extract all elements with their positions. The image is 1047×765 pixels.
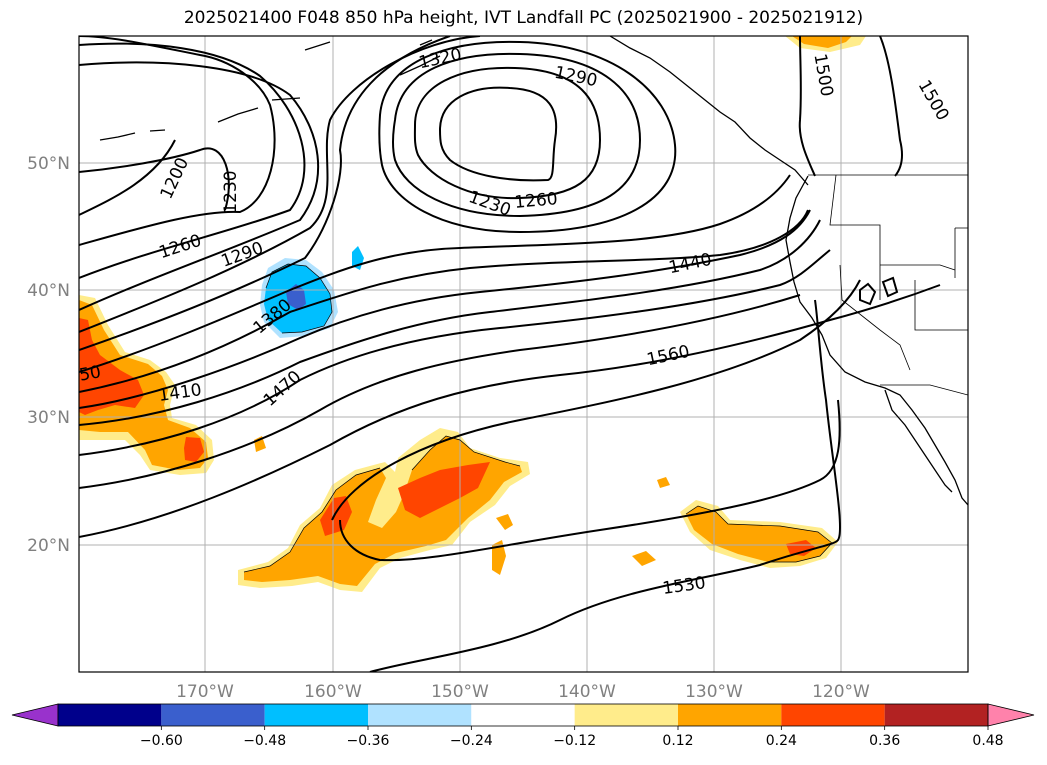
lon-tick-label: 160°W	[304, 682, 362, 702]
alaska-coast	[609, 36, 809, 186]
ivt-positive-region-east-core	[686, 506, 832, 562]
contour-1500	[339, 399, 841, 562]
contour-1530	[369, 299, 841, 672]
ivt-positive-region-west-strong	[79, 318, 144, 415]
colorbar-extend-low	[11, 703, 59, 727]
lon-tick-label: 170°W	[176, 682, 234, 702]
ivt-shading	[79, 36, 866, 592]
lat-tick-label: 30°N	[27, 408, 70, 428]
baja-california	[884, 389, 953, 493]
colorbar-swatch	[161, 704, 265, 726]
map-frame	[78, 35, 969, 673]
lat-tick-label: 20°N	[27, 536, 70, 556]
contour-low-center-2	[413, 66, 602, 200]
map-title: 2025021400 F048 850 hPa height, IVT Land…	[183, 8, 864, 28]
colorbar-tick-label: −0.48	[243, 733, 286, 749]
colorbar-swatch	[471, 704, 575, 726]
ivt-positive-region-central-strong-1	[398, 462, 490, 518]
colorbar-swatch	[368, 704, 472, 726]
contour-1410	[79, 209, 809, 393]
contour-label: 1440	[667, 250, 713, 279]
lon-tick-label: 130°W	[685, 682, 743, 702]
colorbar-tick-label: 0.48	[972, 733, 1003, 749]
contour-1230	[79, 147, 230, 211]
state-borders	[829, 174, 968, 396]
contour-1470	[79, 249, 831, 456]
contour-west-1	[79, 61, 320, 311]
ivt-positive-region-small-4	[632, 551, 656, 566]
contour-label: 1230	[221, 170, 241, 213]
lat-tick-label: 50°N	[27, 154, 70, 174]
contour-east-mid	[859, 276, 899, 306]
north-america-west-coast	[785, 175, 968, 506]
contour-1500-north	[798, 36, 816, 177]
colorbar-tick-label: −0.36	[347, 733, 390, 749]
ivt-positive-region-small-5	[657, 477, 670, 488]
ivt-outline-central	[243, 435, 521, 573]
contour-1440	[79, 209, 811, 409]
contour-1500-northeast	[879, 36, 904, 177]
ivt-positive-region-central-strong-2	[320, 496, 352, 536]
colorbar-swatch	[574, 704, 678, 726]
colorbar-tick-label: 0.24	[766, 733, 797, 749]
contour-low-center-1	[438, 86, 558, 182]
ivt-positive-region-west-small	[184, 437, 204, 462]
contour-mid-2	[79, 294, 801, 489]
colorbar-swatch	[884, 704, 988, 726]
contour-mid-3	[79, 284, 941, 538]
contour-label: 1260	[157, 231, 204, 263]
colorbar-tick-label: 0.36	[869, 733, 900, 749]
aleutian-islands	[99, 39, 441, 141]
gridlines	[79, 36, 968, 672]
height-contours	[79, 36, 941, 672]
contour-1290-west	[79, 42, 306, 279]
contour-low-center-4	[378, 40, 677, 234]
ivt-positive-region-east-strong	[786, 540, 816, 556]
ivt-outline-negative	[265, 263, 333, 334]
colorbar-tick-label: −0.60	[140, 733, 183, 749]
coastlines	[99, 36, 968, 506]
contour-label: 1260	[514, 189, 559, 213]
borders	[808, 174, 968, 396]
contour-label: 1500	[809, 52, 836, 98]
ivt-outlines	[243, 263, 833, 573]
contour-1560	[331, 279, 861, 521]
colorbar-swatch	[58, 704, 162, 726]
contour-label: 1560	[645, 342, 691, 371]
longitude-labels: 170°W 160°W 150°W 140°W 130°W 120°W	[176, 682, 870, 702]
latitude-labels: 50°N 40°N 30°N 20°N	[27, 154, 70, 556]
ivt-outline-east	[685, 505, 833, 563]
ivt-positive-region-north-core	[792, 36, 852, 48]
colorbar-frame	[57, 703, 989, 727]
contour-west-2	[79, 36, 451, 351]
colorbar-extend-high	[987, 703, 1035, 727]
ivt-positive-region-west-core	[79, 300, 208, 470]
contour-label: 1290	[553, 63, 599, 92]
colorbar-swatch	[264, 704, 368, 726]
colorbar: −0.60 −0.48 −0.36 −0.24 −0.12 0.12 0.24 0.36 0.4…	[11, 703, 1035, 749]
colorbar-tick-label: 0.12	[662, 733, 693, 749]
colorbar-swatch	[678, 704, 782, 726]
contour-low-center-3	[392, 52, 642, 218]
lon-tick-label: 150°W	[431, 682, 489, 702]
colorbar-tick-label: −0.24	[450, 733, 493, 749]
ivt-positive-region-small-1	[492, 540, 506, 575]
contour-1320	[79, 36, 481, 333]
contour-label: 50	[78, 362, 103, 385]
contour-mid-1	[79, 219, 821, 426]
ivt-positive-region-small-2	[496, 514, 513, 530]
contour-1380	[79, 174, 791, 373]
colorbar-swatch	[781, 704, 885, 726]
colorbar-tick-label: −0.12	[553, 733, 596, 749]
lat-tick-label: 40°N	[27, 281, 70, 301]
lon-tick-label: 120°W	[812, 682, 870, 702]
contour-1200	[79, 139, 176, 216]
lon-tick-label: 140°W	[558, 682, 616, 702]
